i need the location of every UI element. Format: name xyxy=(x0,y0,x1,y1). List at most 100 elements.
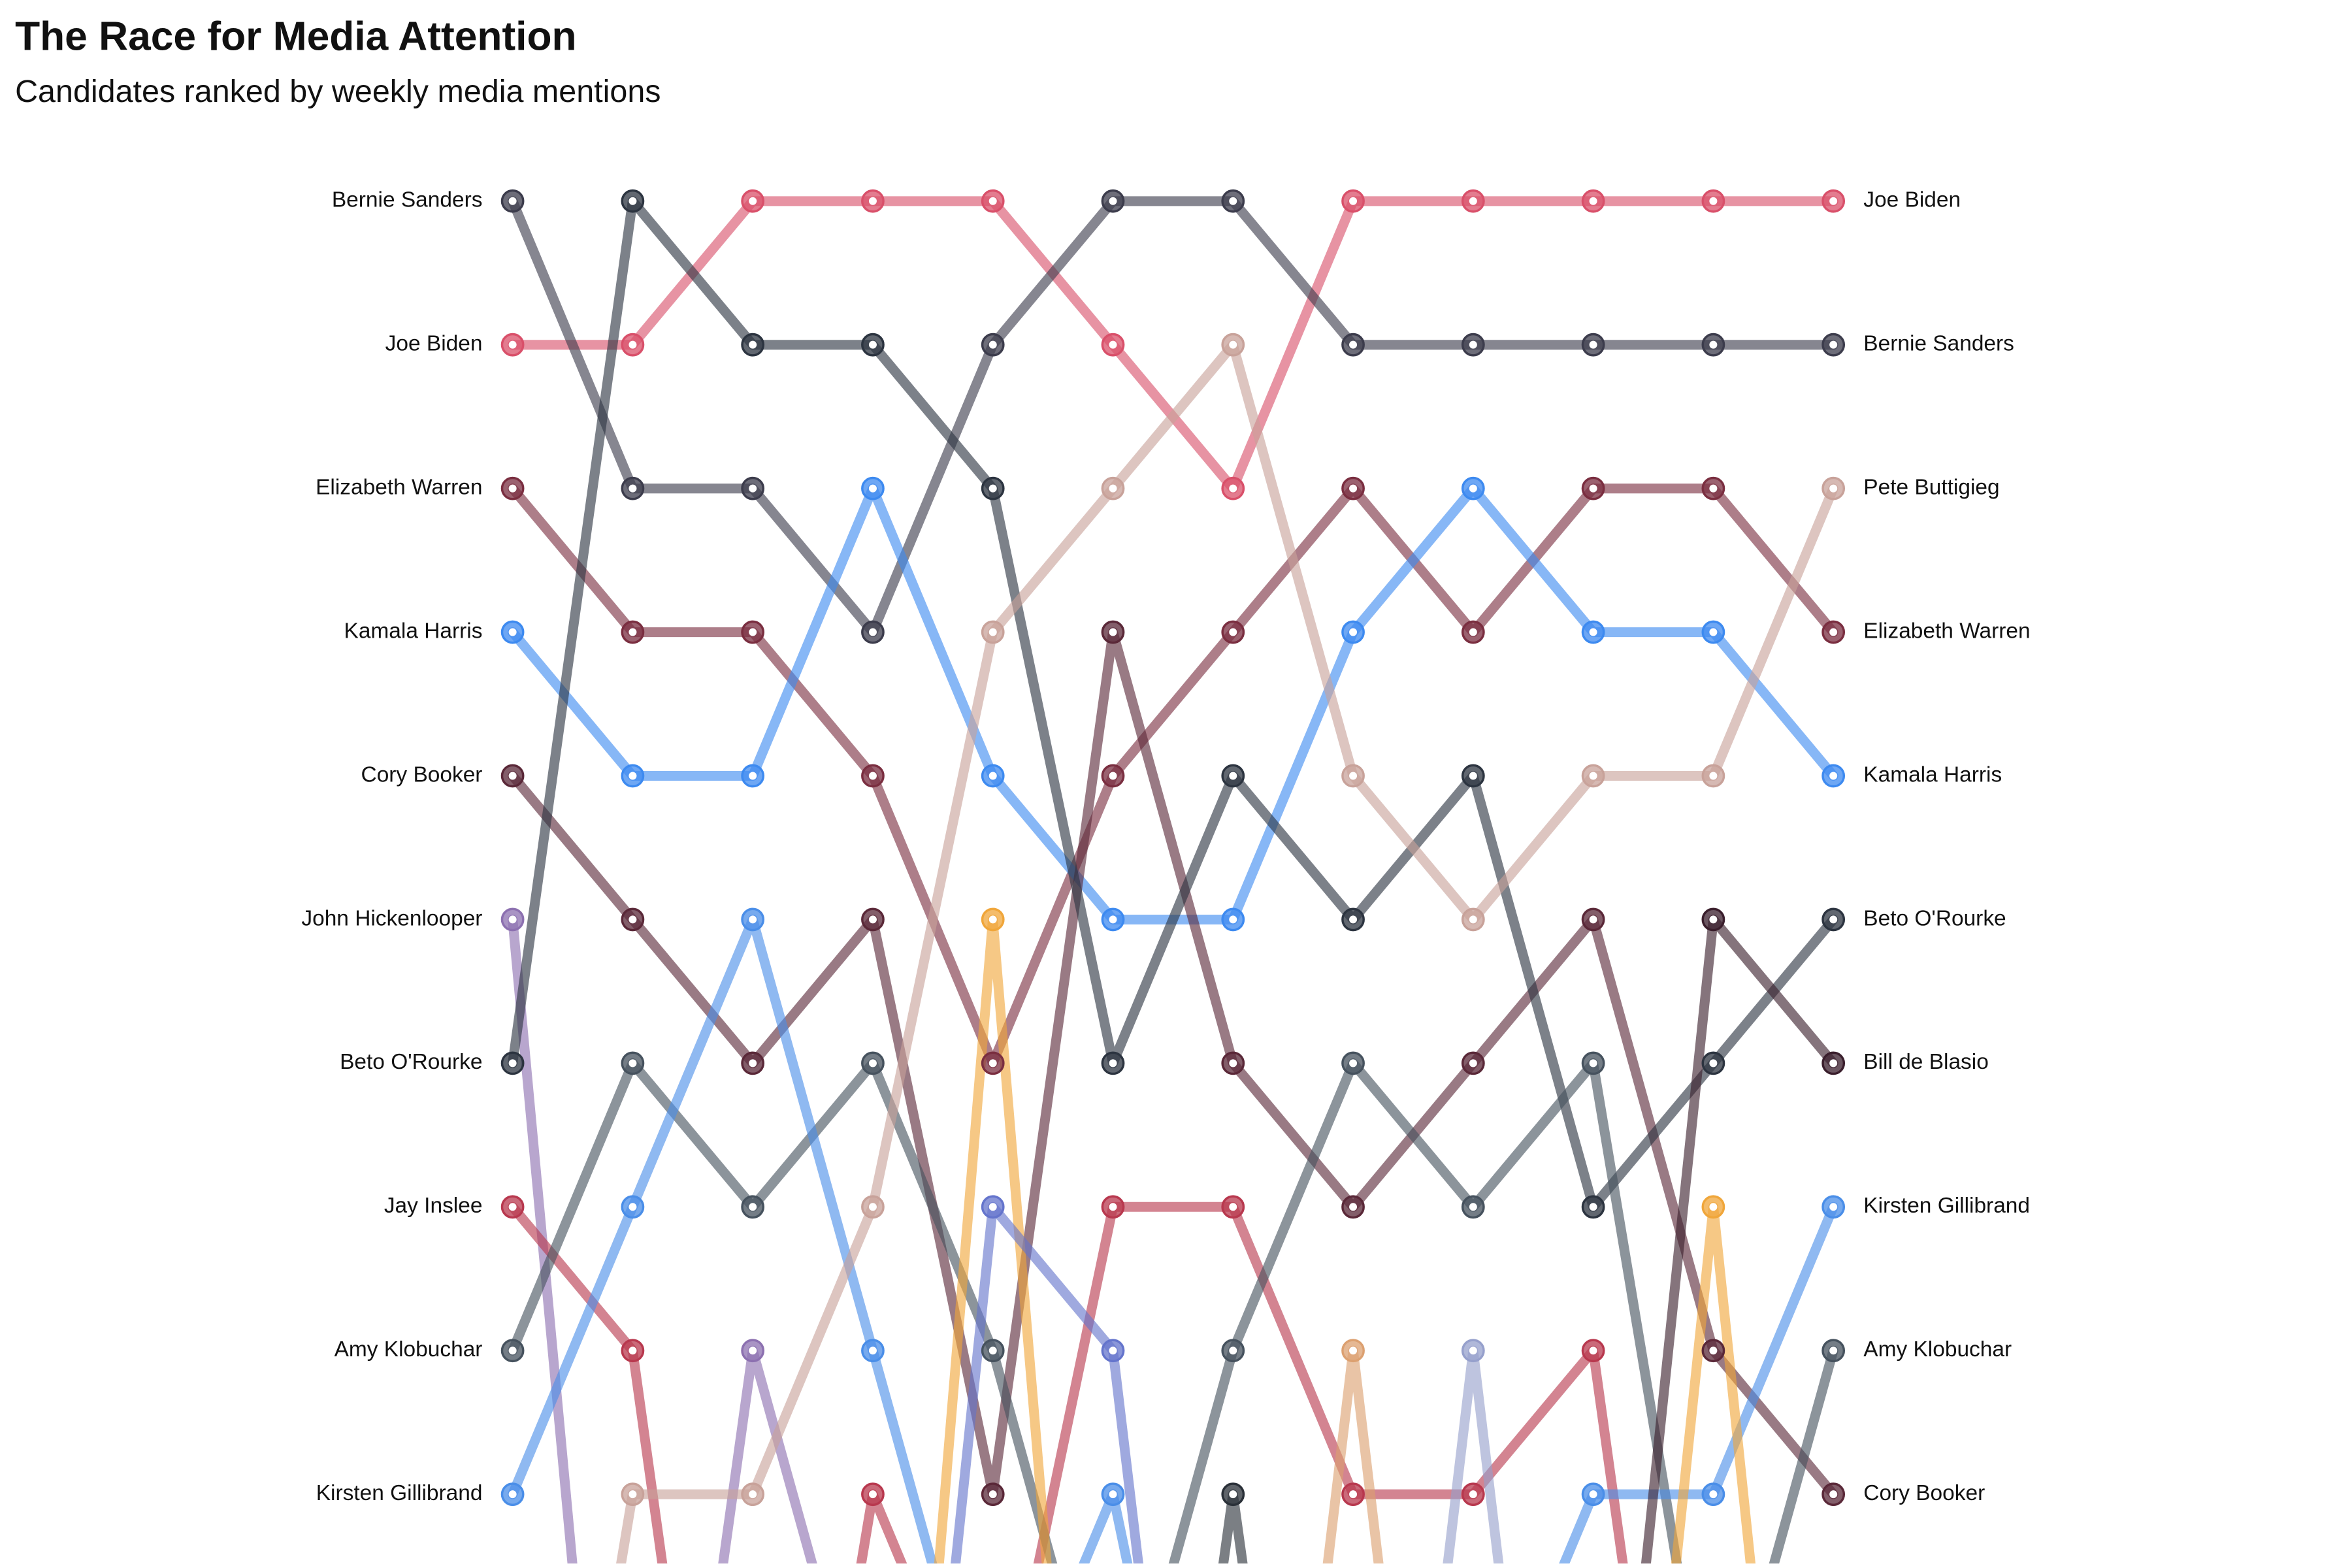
marker-center xyxy=(629,1203,637,1211)
marker-center xyxy=(1709,915,1718,924)
marker-center xyxy=(629,340,637,349)
end-label: Kamala Harris xyxy=(1863,762,2002,787)
marker-center xyxy=(1469,772,1477,780)
end-label: Pete Buttigieg xyxy=(1863,475,1999,499)
marker-center xyxy=(1469,915,1477,924)
marker-center xyxy=(1469,1059,1477,1068)
series-line xyxy=(508,914,1838,1564)
marker-center xyxy=(1589,915,1597,924)
marker-center xyxy=(1469,1203,1477,1211)
marker-center xyxy=(629,1059,637,1068)
marker-center xyxy=(1229,1203,1237,1211)
marker-center xyxy=(1829,772,1838,780)
series-line xyxy=(508,483,1838,1068)
marker-center xyxy=(1109,1347,1117,1355)
marker-center xyxy=(1589,484,1597,493)
marker-center xyxy=(1349,340,1358,349)
marker-center xyxy=(868,197,877,205)
marker-center xyxy=(1109,1203,1117,1211)
marker-center xyxy=(1229,340,1237,349)
marker-center xyxy=(749,340,757,349)
start-label: Joe Biden xyxy=(385,332,483,356)
end-label: Joe Biden xyxy=(1863,188,1961,212)
chart-title: The Race for Media Attention xyxy=(15,14,577,59)
marker-center xyxy=(1709,197,1718,205)
marker-center xyxy=(868,915,877,924)
marker-center xyxy=(1349,1203,1358,1211)
start-label: Bernie Sanders xyxy=(332,188,483,212)
marker-center xyxy=(1229,1347,1237,1355)
marker-center xyxy=(629,628,637,636)
marker-center xyxy=(508,1490,517,1499)
marker-center xyxy=(1829,1490,1838,1499)
start-label: John Hickenlooper xyxy=(301,906,482,930)
marker-center xyxy=(508,340,517,349)
marker-center xyxy=(1469,484,1477,493)
marker-center xyxy=(749,1490,757,1499)
marker-center xyxy=(1109,484,1117,493)
marker-center xyxy=(868,628,877,636)
marker-center xyxy=(1109,340,1117,349)
marker-center xyxy=(1469,628,1477,636)
marker-center xyxy=(868,1059,877,1068)
marker-center xyxy=(1229,915,1237,924)
start-label: Amy Klobuchar xyxy=(335,1337,483,1362)
marker-center xyxy=(1589,1490,1597,1499)
marker-center xyxy=(1829,340,1838,349)
marker-center xyxy=(749,772,757,780)
chart-subtitle: Candidates ranked by weekly media mentio… xyxy=(15,74,661,109)
marker-center xyxy=(988,1490,997,1499)
series-line xyxy=(616,340,1838,1564)
marker-center xyxy=(629,484,637,493)
marker-center xyxy=(1349,772,1358,780)
marker-center xyxy=(1709,772,1718,780)
end-label: Bill de Blasio xyxy=(1863,1050,1989,1074)
marker-center xyxy=(1229,628,1237,636)
marker-center xyxy=(1109,628,1117,636)
series-line xyxy=(951,1201,1143,1564)
marker-center xyxy=(508,1347,517,1355)
marker-center xyxy=(1349,484,1358,493)
start-label: Beto O'Rourke xyxy=(340,1050,482,1074)
marker-center xyxy=(749,1347,757,1355)
marker-center xyxy=(1709,484,1718,493)
marker-center xyxy=(988,915,997,924)
marker-center xyxy=(1229,484,1237,493)
marker-center xyxy=(1469,197,1477,205)
marker-center xyxy=(1229,1490,1237,1499)
marker-center xyxy=(508,1059,517,1068)
marker-center xyxy=(629,1347,637,1355)
marker-center xyxy=(1589,1059,1597,1068)
marker-center xyxy=(1469,340,1477,349)
marker-center xyxy=(1109,1059,1117,1068)
marker-center xyxy=(1709,1490,1718,1499)
marker-center xyxy=(1349,915,1358,924)
marker-center xyxy=(1709,1059,1718,1068)
marker-center xyxy=(868,772,877,780)
start-label: Kamala Harris xyxy=(344,619,483,643)
marker-center xyxy=(1349,1347,1358,1355)
end-label: Bernie Sanders xyxy=(1863,332,2014,356)
marker-center xyxy=(1829,197,1838,205)
marker-center xyxy=(1829,915,1838,924)
start-label: Cory Booker xyxy=(361,762,483,787)
marker-center xyxy=(988,197,997,205)
marker-center xyxy=(1829,484,1838,493)
marker-center xyxy=(1109,915,1117,924)
marker-center xyxy=(629,197,637,205)
marker-center xyxy=(868,1203,877,1211)
marker-center xyxy=(988,1347,997,1355)
marker-center xyxy=(749,197,757,205)
marker-center xyxy=(749,484,757,493)
marker-center xyxy=(1829,1203,1838,1211)
marker-center xyxy=(868,1347,877,1355)
marker-center xyxy=(508,1203,517,1211)
marker-center xyxy=(1349,1490,1358,1499)
marker-center xyxy=(749,1203,757,1211)
marker-center xyxy=(1589,1347,1597,1355)
marker-center xyxy=(508,484,517,493)
marker-center xyxy=(1349,628,1358,636)
marker-center xyxy=(1229,1059,1237,1068)
marker-center xyxy=(1589,197,1597,205)
